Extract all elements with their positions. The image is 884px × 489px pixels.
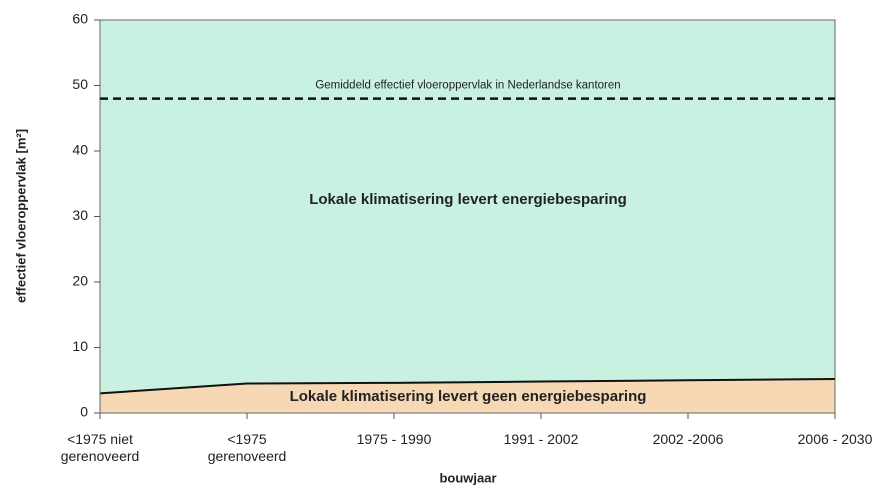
y-tick-label: 30 bbox=[72, 207, 88, 223]
x-tick-label: <1975 niet gerenoveerd bbox=[60, 431, 140, 464]
reference-label: Gemiddeld effectief vloeroppervlak in Ne… bbox=[315, 80, 620, 92]
y-tick-label: 40 bbox=[72, 142, 88, 158]
x-axis-label: bouwjaar bbox=[439, 470, 496, 485]
y-tick-label: 60 bbox=[72, 11, 88, 27]
x-tick-label: 2006 - 2030 bbox=[797, 431, 873, 447]
area bbox=[100, 378, 835, 413]
line bbox=[99, 377, 836, 395]
y-tick-label: 0 bbox=[80, 404, 88, 420]
y-tick-label: 20 bbox=[72, 273, 88, 289]
y-axis-label: effectief vloeroppervlak [m²] bbox=[13, 129, 28, 303]
y-tick-label: 50 bbox=[72, 76, 88, 92]
annotation: Lokale klimatisering levert geen energie… bbox=[290, 388, 647, 405]
x-tick-label: 1991 - 2002 bbox=[503, 431, 579, 447]
annotation: Lokale klimatisering levert energiebespa… bbox=[309, 191, 627, 208]
plot-background bbox=[100, 20, 835, 413]
y-tick-label: 10 bbox=[72, 338, 88, 354]
x-tick-label: 1975 - 1990 bbox=[356, 431, 432, 447]
x-tick-label: <1975 gerenoveerd bbox=[207, 431, 287, 464]
x-tick-label: 2002 -2006 bbox=[652, 431, 724, 447]
